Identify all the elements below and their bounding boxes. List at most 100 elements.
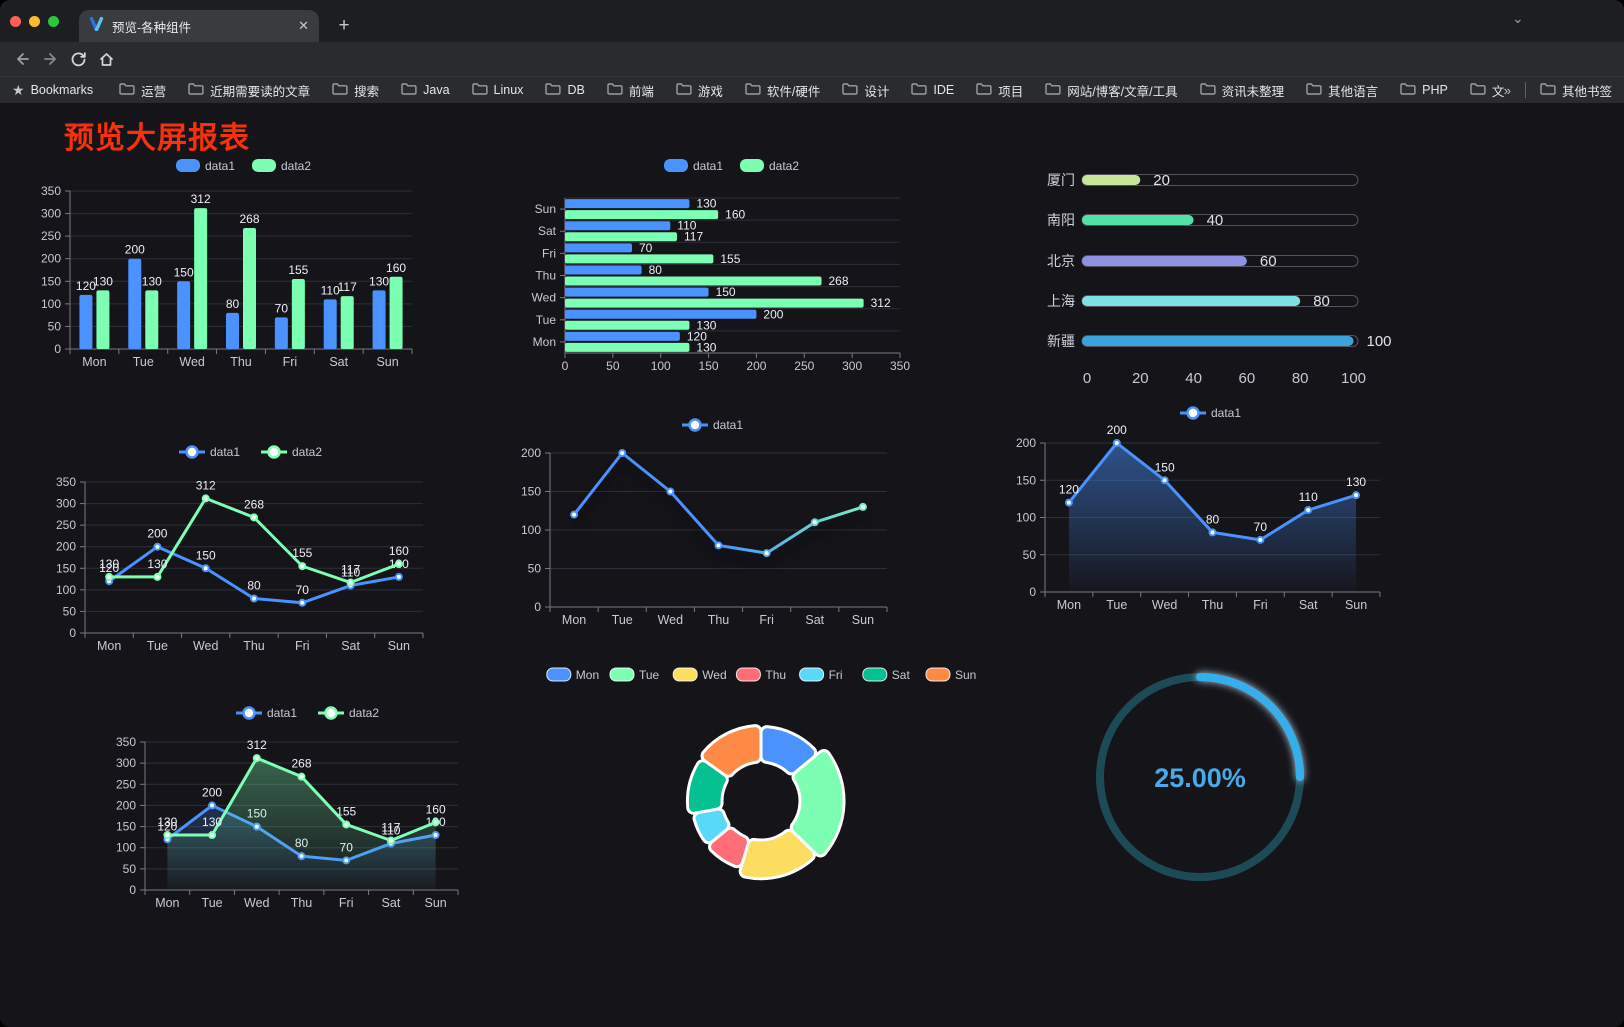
forward-button[interactable] xyxy=(36,45,64,73)
bookmark-folder[interactable]: 软件/硬件 xyxy=(745,81,820,100)
svg-text:100: 100 xyxy=(521,523,541,537)
bookmark-folder[interactable]: Linux xyxy=(471,82,523,98)
home-button[interactable] xyxy=(92,45,120,73)
legend[interactable]: data1 data2 xyxy=(176,159,311,173)
svg-text:120: 120 xyxy=(157,819,177,833)
chart-double-area: data1 data2 0 50 100 150 200 250 300 350 Mon Tue Wed… xyxy=(116,706,459,910)
svg-text:40: 40 xyxy=(1185,370,1202,387)
svg-text:Fri: Fri xyxy=(759,613,774,627)
bookmark-folder[interactable]: 运营 xyxy=(119,81,166,100)
svg-text:50: 50 xyxy=(528,562,542,576)
bookmark-folder[interactable]: 前端 xyxy=(607,81,654,100)
svg-text:312: 312 xyxy=(191,192,211,206)
svg-text:150: 150 xyxy=(116,820,136,834)
svg-text:Sun: Sun xyxy=(955,668,976,682)
svg-text:130: 130 xyxy=(1346,475,1366,489)
bookmark-folder[interactable]: 文件服务器 xyxy=(1470,81,1504,100)
other-bookmarks-folder[interactable]: 其他书签 xyxy=(1540,81,1612,100)
svg-text:200: 200 xyxy=(746,359,766,373)
bookmark-label: PHP xyxy=(1422,83,1448,97)
bookmark-folder[interactable]: DB xyxy=(545,82,585,98)
legend[interactable]: data1 xyxy=(682,418,743,432)
bookmark-folder[interactable]: 网站/博客/文章/工具 xyxy=(1045,81,1178,100)
svg-text:Tue: Tue xyxy=(202,896,223,910)
bookmark-folder[interactable]: 其他语言 xyxy=(1306,81,1378,100)
chart-grouped-bar: data1 data2 0 50 100 150 200 250 300 350 Mon Tue Wed… xyxy=(41,159,413,369)
svg-text:130: 130 xyxy=(696,318,716,332)
new-tab-button[interactable]: + xyxy=(338,15,350,36)
svg-text:Fri: Fri xyxy=(1253,598,1268,612)
svg-text:150: 150 xyxy=(699,359,719,373)
svg-text:Sat: Sat xyxy=(1299,598,1318,612)
svg-text:Mon: Mon xyxy=(97,639,121,653)
svg-text:20: 20 xyxy=(1132,370,1149,387)
bookmarks-manager[interactable]: Bookmarks xyxy=(31,83,94,97)
legend[interactable]: Mon Tue Wed Thu Fri Sat Sun xyxy=(546,667,977,682)
svg-text:200: 200 xyxy=(202,785,222,799)
svg-text:Thu: Thu xyxy=(243,639,265,653)
bookmark-folder[interactable]: 搜索 xyxy=(332,81,379,100)
folder-icon xyxy=(1400,82,1416,98)
bookmark-folder[interactable]: 游戏 xyxy=(676,81,723,100)
bookmark-label: 近期需要读的文章 xyxy=(210,84,311,99)
svg-text:130: 130 xyxy=(93,274,113,288)
bookmark-folder[interactable]: 设计 xyxy=(842,81,889,100)
svg-text:117: 117 xyxy=(684,230,703,244)
svg-text:Mon: Mon xyxy=(82,355,106,369)
other-bookmarks-label: 其他书签 xyxy=(1561,84,1612,99)
bookmark-label: 前端 xyxy=(628,84,654,99)
svg-text:70: 70 xyxy=(1254,520,1268,534)
svg-text:Sat: Sat xyxy=(892,668,911,682)
svg-text:0: 0 xyxy=(129,883,136,897)
legend[interactable]: data1 data2 xyxy=(179,445,322,459)
svg-text:Wed: Wed xyxy=(1152,598,1178,612)
bookmark-label: 网站/博客/文章/工具 xyxy=(1067,84,1178,99)
browser-tab[interactable]: 预览-各种组件 ✕ xyxy=(79,10,319,42)
bookmark-folder[interactable]: IDE xyxy=(911,82,954,98)
svg-text:200: 200 xyxy=(116,798,136,812)
svg-text:117: 117 xyxy=(338,280,357,294)
svg-text:110: 110 xyxy=(1299,490,1318,504)
back-button[interactable] xyxy=(8,45,36,73)
svg-text:120: 120 xyxy=(687,329,707,343)
bookmark-folder[interactable]: PHP xyxy=(1400,82,1448,98)
folder-icon xyxy=(911,82,927,98)
bookmark-label: 资讯未整理 xyxy=(1221,84,1285,99)
bookmark-folder[interactable]: 项目 xyxy=(976,81,1023,100)
favicon xyxy=(89,16,104,36)
svg-text:130: 130 xyxy=(696,340,716,354)
reload-button[interactable] xyxy=(64,45,92,73)
bookmark-label: 项目 xyxy=(998,84,1024,99)
zoom-window-button[interactable] xyxy=(48,16,59,27)
bookmark-folder[interactable]: Java xyxy=(401,82,450,98)
legend[interactable]: data1 xyxy=(1180,406,1241,420)
svg-text:80: 80 xyxy=(1313,293,1330,310)
svg-text:Sat: Sat xyxy=(382,896,401,910)
bookmarks-star-icon[interactable]: ★ xyxy=(12,81,25,98)
bookmark-folder[interactable]: 近期需要读的文章 xyxy=(188,81,310,100)
bookmark-folder[interactable]: 资讯未整理 xyxy=(1199,81,1285,100)
svg-text:厦门: 厦门 xyxy=(1047,172,1075,188)
chart-gauge: 25.00% xyxy=(1096,673,1304,881)
svg-text:Wed: Wed xyxy=(532,291,556,305)
tab-close-icon[interactable]: ✕ xyxy=(298,18,309,33)
svg-text:50: 50 xyxy=(1023,548,1037,562)
chart-capsule-bar: 厦门 20 南阳 40 北京 60 上海 80 新疆 100 0 20 40 60 80 100 xyxy=(1047,172,1392,387)
svg-text:200: 200 xyxy=(56,540,76,554)
bookmarks-overflow-chevron[interactable]: » xyxy=(1503,82,1512,98)
svg-text:80: 80 xyxy=(1292,370,1309,387)
svg-text:Fri: Fri xyxy=(283,355,298,369)
tab-overflow-chevron-icon[interactable]: ⌄ xyxy=(1512,10,1524,26)
svg-text:300: 300 xyxy=(56,497,76,511)
svg-text:Tue: Tue xyxy=(133,355,154,369)
browser-toolbar: 127.0.0.1:3000/#/chart/preview/9 9 ⌘ xyxy=(0,42,1624,115)
svg-text:130: 130 xyxy=(147,557,167,571)
legend[interactable]: data1 data2 xyxy=(236,706,379,720)
svg-text:155: 155 xyxy=(292,546,312,560)
folder-icon xyxy=(545,82,562,98)
close-window-button[interactable] xyxy=(10,16,21,27)
minimize-window-button[interactable] xyxy=(29,16,40,27)
legend[interactable]: data1 data2 xyxy=(664,159,799,173)
bookmarks-divider xyxy=(1525,82,1526,98)
svg-text:Sun: Sun xyxy=(535,202,556,216)
